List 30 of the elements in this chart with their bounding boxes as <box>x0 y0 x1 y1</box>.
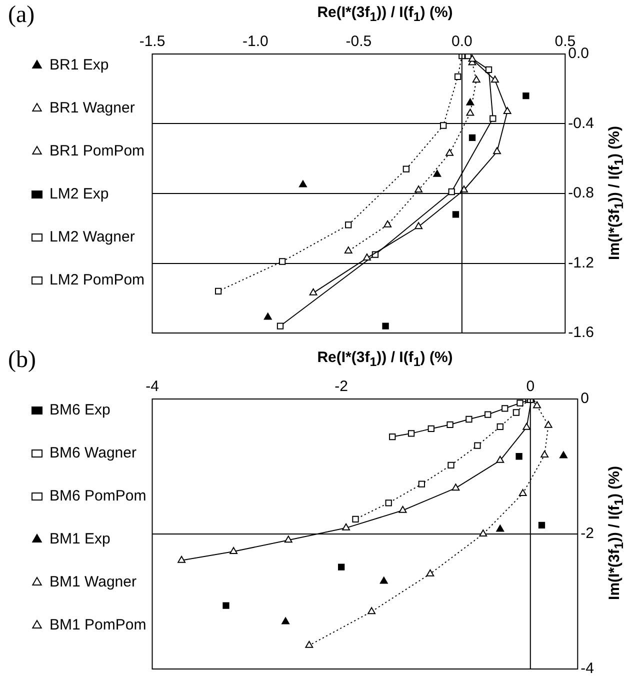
x-tick-label: -4 <box>146 378 159 396</box>
legend-label: BR1 Exp <box>50 56 109 74</box>
x-axis-title: Re(I*(3f$_{1}$)) / I(f$_{1}$) (%) <box>316 4 454 24</box>
chart-title: (a) <box>8 2 35 29</box>
legend-label: LM2 Exp <box>50 186 109 203</box>
x-tick-label: -1.5 <box>139 33 166 50</box>
x-tick-label: -0.5 <box>346 33 372 50</box>
legend-label: BR1 PomPom <box>50 142 145 160</box>
chart-title: (b) <box>8 347 36 374</box>
y-tick-label: -0.4 <box>568 114 594 132</box>
legend-label: BM6 Wagner <box>50 444 136 462</box>
legend-label: LM2 PomPom <box>50 272 145 289</box>
y-tick-label: 0 <box>580 390 590 408</box>
x-tick-label: 0.0 <box>451 33 472 50</box>
y-tick-label: -1.2 <box>568 254 594 272</box>
legend-label: BM6 Exp <box>50 402 110 419</box>
y-tick-label: -0.8 <box>568 184 594 202</box>
legend-label: BM6 PomPom <box>50 488 146 505</box>
legend-label: BR1 Wagner <box>50 100 135 117</box>
x-tick-label: 0 <box>526 378 535 396</box>
legend-label: LM2 Wagner <box>50 228 135 246</box>
x-tick-label: -1.0 <box>242 33 268 50</box>
legend-label: BM1 Wagner <box>50 574 136 591</box>
legend-label: BM1 Exp <box>50 530 110 548</box>
y-tick-label: -1.6 <box>568 324 594 342</box>
y-tick-label: -2 <box>580 525 594 542</box>
y-tick-label: -4 <box>580 660 594 678</box>
x-tick-label: -2 <box>334 378 348 396</box>
legend-label: BM1 PomPom <box>50 616 146 634</box>
x-axis-title: Re(I*(3f$_{1}$)) / I(f$_{1}$) (%) <box>316 349 454 369</box>
